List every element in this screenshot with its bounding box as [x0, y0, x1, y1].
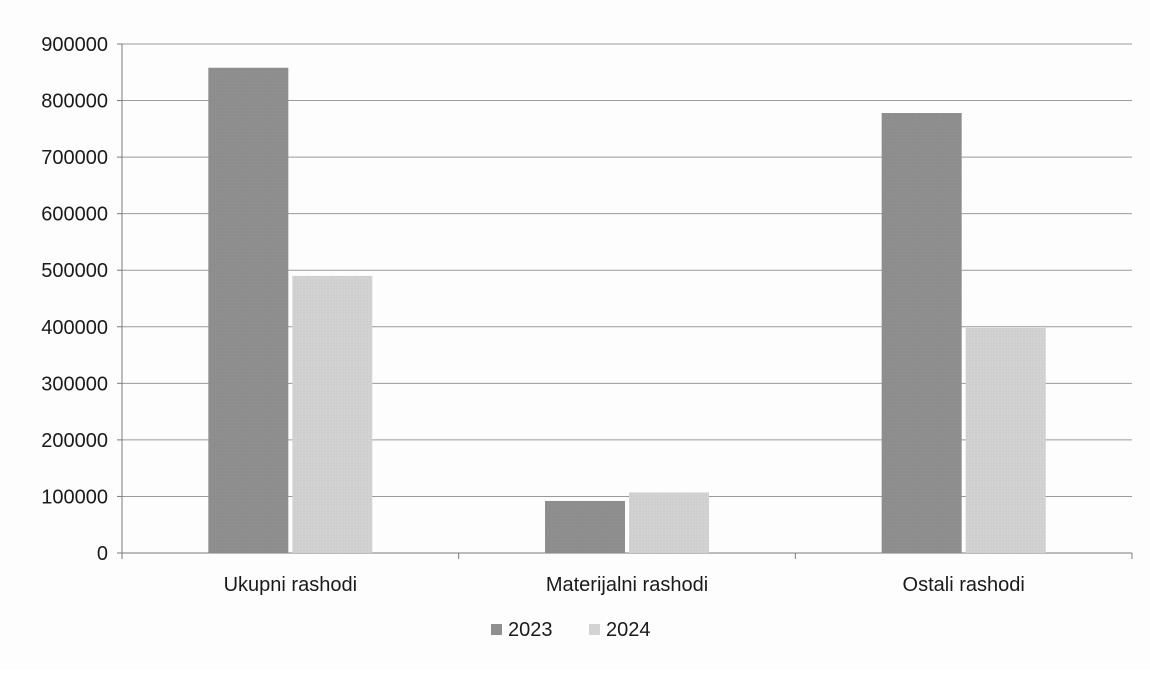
y-tick-label: 0: [97, 543, 108, 565]
bar-texture: [208, 67, 289, 554]
y-tick-label: 500000: [41, 260, 108, 282]
bar-texture: [545, 500, 625, 553]
bar-texture: [629, 492, 709, 553]
legend-label-2024: 2024: [606, 619, 651, 641]
x-tick-label: Ukupni rashodi: [224, 574, 357, 596]
bar-texture: [881, 112, 962, 554]
y-tick-label: 200000: [41, 430, 108, 452]
y-tick-label: 300000: [41, 373, 108, 395]
legend: 2023 2024: [491, 619, 651, 641]
bars: [208, 67, 1046, 554]
y-tick-label: 400000: [41, 317, 108, 339]
legend-swatch-2024: [589, 624, 600, 635]
bar-texture: [965, 327, 1046, 553]
y-tick-label: 600000: [41, 204, 108, 226]
legend-label-2023: 2023: [508, 619, 553, 641]
x-tick-label: Materijalni rashodi: [546, 574, 708, 596]
y-tick-label: 700000: [41, 147, 108, 169]
gridlines: [122, 43, 1132, 497]
bar-texture: [292, 275, 373, 553]
y-tick-label: 100000: [41, 486, 108, 508]
y-tick-label: 800000: [41, 91, 108, 113]
legend-swatch-2023: [491, 624, 502, 635]
x-tick-label: Ostali rashodi: [903, 574, 1025, 596]
x-tick-labels: Ukupni rashodi Materijalni rashodi Ostali …: [224, 574, 1025, 596]
y-tick-label: 900000: [41, 34, 108, 56]
y-tick-labels: 0 100000 200000 300000 400000 500000 600000 700…: [41, 34, 108, 565]
axes: [117, 43, 1133, 559]
